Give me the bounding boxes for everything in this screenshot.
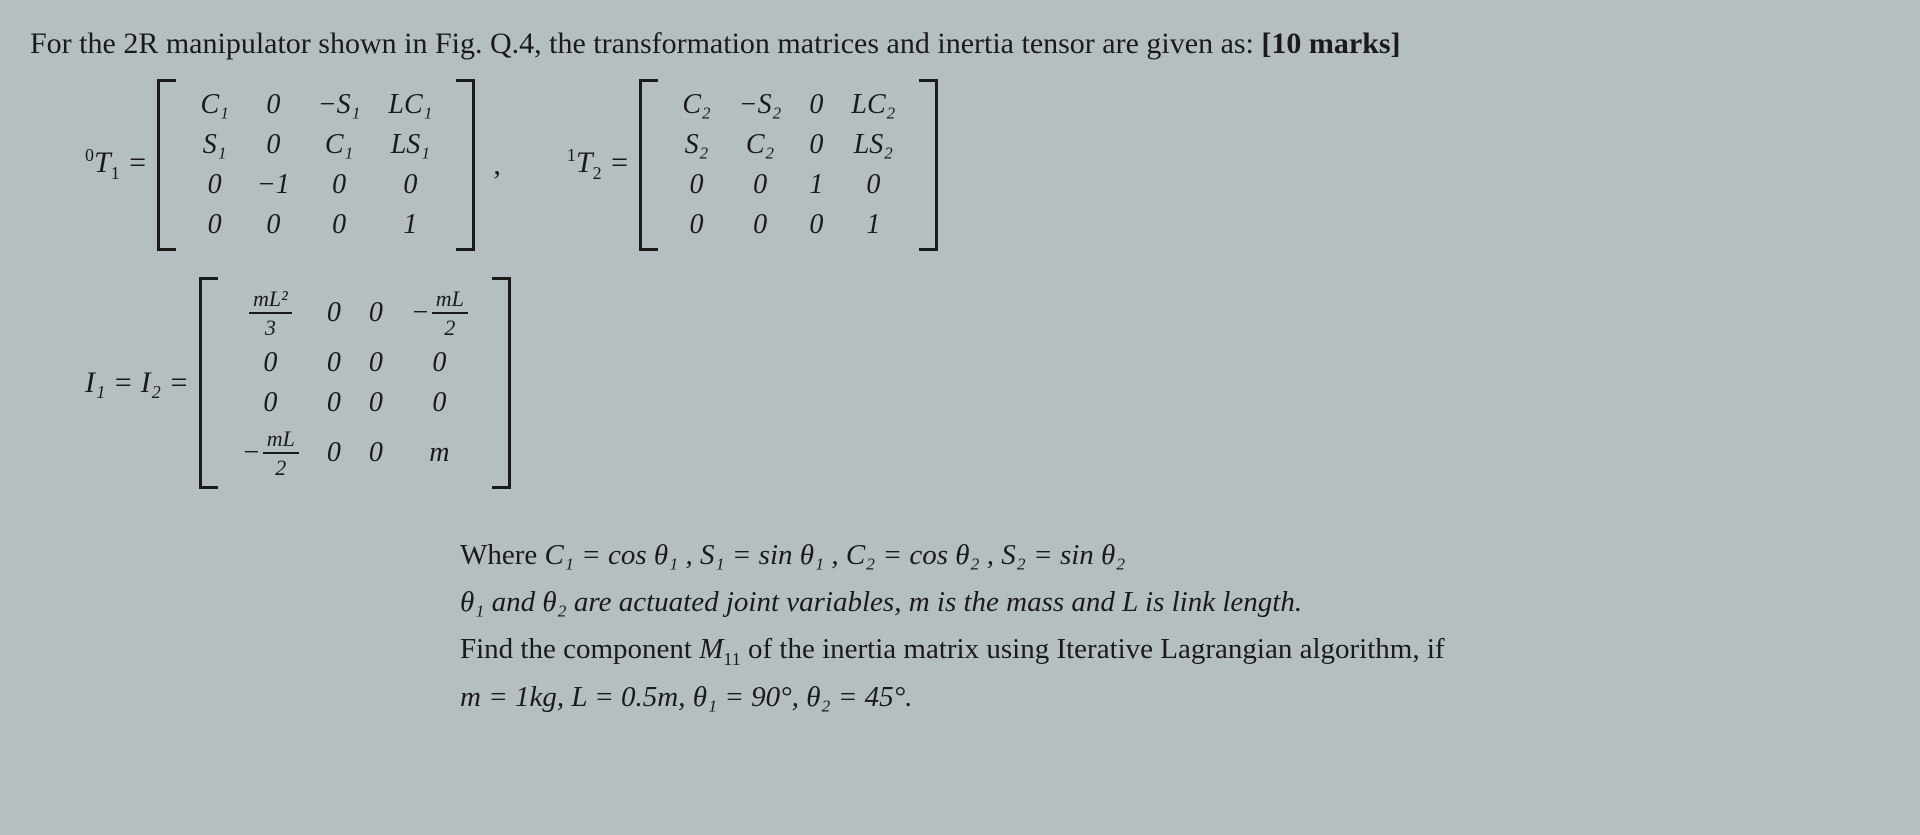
matrix-cell: LS₁ [377,125,444,165]
matrix-cell: 0 [355,383,397,423]
bracket-right [919,79,938,251]
matrix-cell: −S₁ [304,85,375,125]
matrix-cell: 0 [252,205,294,245]
where-line-4: m = 1kg, L = 0.5m, θ₁ = 90°, θ₂ = 45°. [460,675,1840,720]
matrix-cell: 0 [389,165,431,205]
i-body: mL²300−mL200000000−mL200m [218,277,492,489]
where-line-1: Where C₁ = cos θ₁ , S₁ = sin θ₁ , C₂ = c… [460,533,1840,578]
t1-body: C₁0−S₁LC₁S₁0C₁LS₁0−1000001 [176,79,456,251]
i-label: I₁ = I₂ = [85,366,189,400]
matrix-cell: mL²3 [235,283,306,343]
intro-prefix: For the 2R manipulator shown in Fig. Q.4… [30,27,1261,60]
matrix-cell: 0 [318,165,360,205]
matrix-cell: C₂ [732,125,788,165]
matrix-cell: S₁ [189,125,241,165]
matrix-cell: −mL2 [397,283,482,343]
matrix-cell: −mL2 [228,423,313,483]
t2-matrix: C₂−S₂0LC₂S₂C₂0LS₂00100001 [639,79,938,251]
matrix-cell: S₂ [671,125,723,165]
t2-body: C₂−S₂0LC₂S₂C₂0LS₂00100001 [658,79,919,251]
matrix-cell: 0 [194,205,236,245]
t1-matrix: C₁0−S₁LC₁S₁0C₁LS₁0−1000001 [157,79,475,251]
matrix-cell: 1 [795,165,837,205]
matrix-cell: 0 [355,433,397,473]
matrix-cell: 0 [194,165,236,205]
matrix-cell: 0 [313,433,355,473]
matrix-cell: 0 [313,383,355,423]
matrix-cell: LC₂ [837,85,909,125]
matrix-cell: LC₁ [374,85,446,125]
bracket-right [456,79,475,251]
matrix-cell: −1 [243,165,304,205]
bracket-right [492,277,511,489]
matrix-cell: 0 [249,343,291,383]
where-block: Where C₁ = cos θ₁ , S₁ = sin θ₁ , C₂ = c… [460,533,1840,721]
where-line-3: Find the component M11 of the inertia ma… [460,627,1840,674]
matrix-cell: −S₂ [725,85,796,125]
matrix-cell: 0 [355,343,397,383]
marks-label: [10 marks] [1261,27,1400,60]
matrix-cell: C₁ [186,85,242,125]
t2-label: 1T2 = [567,145,629,184]
matrix-cell: 0 [313,293,355,333]
matrix-cell: 0 [676,165,718,205]
matrix-cell: 0 [795,125,837,165]
matrix-cell: 0 [739,165,781,205]
matrix-cell: 0 [795,205,837,245]
bracket-left [199,277,218,489]
matrix-cell: LS₂ [840,125,907,165]
bracket-left [157,79,176,251]
bracket-left [639,79,658,251]
transformation-matrices-row: 0T1 = C₁0−S₁LC₁S₁0C₁LS₁0−1000001 , 1T2 =… [85,79,1890,251]
matrix-cell: 0 [313,343,355,383]
intro-text: For the 2R manipulator shown in Fig. Q.4… [30,24,1890,65]
matrix-cell: 1 [389,205,431,245]
matrix-cell: 0 [318,205,360,245]
i-matrix: mL²300−mL200000000−mL200m [199,277,511,489]
matrix-cell: 0 [252,125,294,165]
matrix-cell: 0 [418,383,460,423]
comma-separator: , [485,148,509,182]
matrix-cell: 0 [676,205,718,245]
matrix-cell: 0 [795,85,837,125]
matrix-cell: 0 [252,85,294,125]
matrix-cell: 0 [249,383,291,423]
matrix-cell: 0 [852,165,894,205]
matrix-cell: 1 [852,205,894,245]
matrix-cell: 0 [355,293,397,333]
where-line-2: θ₁ and θ₂ are actuated joint variables, … [460,580,1840,625]
t1-label: 0T1 = [85,145,147,184]
matrix-cell: 0 [739,205,781,245]
matrix-cell: m [415,433,463,473]
matrix-cell: 0 [418,343,460,383]
question-page: For the 2R manipulator shown in Fig. Q.4… [0,0,1920,720]
matrix-cell: C₂ [668,85,724,125]
matrix-cell: C₁ [311,125,367,165]
inertia-matrix-row: I₁ = I₂ = mL²300−mL200000000−mL200m [85,277,1890,489]
